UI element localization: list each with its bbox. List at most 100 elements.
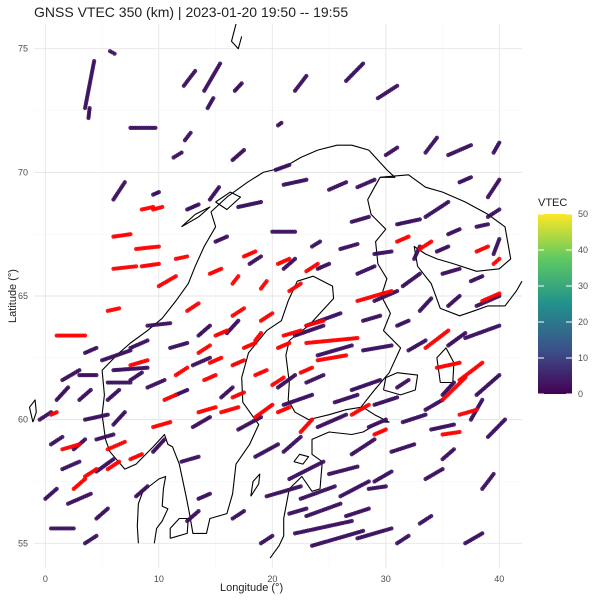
vtec-point bbox=[145, 358, 150, 363]
vtec-point bbox=[309, 417, 315, 422]
vtec-point bbox=[429, 296, 434, 301]
vtec-point bbox=[355, 241, 360, 247]
vtec-point bbox=[389, 469, 394, 474]
vtec-point bbox=[412, 442, 417, 447]
vtec-point bbox=[361, 61, 366, 66]
vtec-point bbox=[173, 392, 178, 398]
vtec-point bbox=[321, 318, 326, 323]
vtec-point bbox=[241, 306, 247, 311]
vtec-point bbox=[497, 140, 502, 145]
vtec-point bbox=[383, 484, 388, 489]
vtec-point bbox=[423, 412, 428, 417]
vtec-point bbox=[145, 338, 150, 343]
coastline bbox=[293, 453, 310, 465]
vtec-point bbox=[463, 375, 468, 380]
vtec-point bbox=[236, 318, 241, 323]
vtec-point bbox=[156, 261, 161, 266]
vtec-point bbox=[145, 484, 150, 489]
vtec-point bbox=[378, 377, 383, 383]
vtec-point bbox=[105, 412, 110, 417]
vtec-point bbox=[372, 437, 377, 442]
vtec-point bbox=[304, 177, 309, 182]
vtec-point bbox=[218, 61, 223, 66]
vtec-point bbox=[185, 254, 190, 259]
vtec-point bbox=[241, 148, 247, 153]
vtec-point bbox=[111, 432, 116, 437]
vtec-point bbox=[287, 256, 292, 262]
vtec-point bbox=[304, 73, 309, 79]
vtec-point bbox=[173, 274, 178, 279]
vtec-point bbox=[196, 509, 201, 514]
vtec-point bbox=[480, 274, 485, 279]
vtec-point bbox=[343, 353, 349, 358]
vtec-point bbox=[429, 239, 434, 244]
coastline bbox=[181, 206, 211, 228]
vtec-point bbox=[451, 447, 457, 452]
vtec-point bbox=[207, 343, 213, 348]
vtec-point bbox=[185, 365, 190, 370]
vtec-point bbox=[389, 526, 394, 531]
vtec-point bbox=[389, 288, 394, 294]
vtec-point bbox=[111, 457, 116, 462]
vtec-point bbox=[82, 476, 88, 482]
vtec-point bbox=[270, 311, 275, 316]
vtec-point bbox=[468, 175, 474, 180]
vtec-point bbox=[65, 385, 71, 390]
vtec-point bbox=[54, 486, 59, 491]
vtec-point bbox=[168, 420, 173, 425]
vtec-point bbox=[185, 387, 190, 393]
vtec-point bbox=[304, 506, 309, 511]
vtec-point bbox=[406, 533, 411, 538]
vtec-point bbox=[497, 237, 502, 242]
vtec-point bbox=[219, 355, 224, 360]
vtec-point bbox=[457, 360, 462, 365]
coastline bbox=[269, 518, 285, 559]
coastline bbox=[380, 174, 523, 317]
vtec-point bbox=[258, 330, 264, 336]
x-tick-label: 10 bbox=[154, 574, 164, 584]
vtec-point bbox=[395, 288, 400, 294]
vtec-point bbox=[446, 328, 451, 333]
vtec-point bbox=[446, 199, 451, 205]
vtec-point bbox=[264, 279, 269, 284]
vtec-point bbox=[372, 177, 377, 182]
vtec-point bbox=[264, 368, 269, 373]
vtec-point bbox=[105, 506, 110, 511]
coastline bbox=[230, 23, 243, 50]
coastline bbox=[101, 144, 402, 534]
vtec-point bbox=[128, 380, 133, 385]
vtec-point bbox=[434, 135, 439, 140]
vtec-point bbox=[417, 271, 422, 276]
vtec-point bbox=[162, 377, 167, 383]
vtec-point bbox=[497, 177, 502, 182]
vtec-point bbox=[468, 143, 474, 148]
vtec-point bbox=[502, 417, 508, 422]
vtec-point bbox=[292, 373, 298, 378]
x-tick-label: 20 bbox=[267, 574, 277, 584]
vtec-point bbox=[480, 531, 485, 536]
vtec-point bbox=[241, 509, 247, 514]
vtec-point bbox=[188, 130, 193, 135]
vtec-point bbox=[349, 343, 354, 348]
vtec-point bbox=[355, 335, 360, 341]
vtec-point bbox=[326, 261, 332, 266]
vtec-point bbox=[485, 222, 491, 227]
vtec-point bbox=[321, 323, 326, 328]
vtec-point bbox=[71, 526, 76, 531]
vtec-point bbox=[92, 58, 97, 64]
vtec-point bbox=[207, 355, 213, 360]
vtec-point bbox=[211, 96, 216, 101]
colorbar-tick-label: 0 bbox=[578, 389, 583, 399]
vtec-point bbox=[383, 427, 388, 432]
vtec-point bbox=[451, 422, 457, 427]
vtec-point bbox=[372, 264, 377, 269]
vtec-point bbox=[292, 229, 298, 234]
vtec-point bbox=[457, 227, 462, 232]
vtec-point bbox=[406, 234, 411, 239]
vtec-point bbox=[153, 125, 158, 130]
vtec-point bbox=[213, 405, 218, 410]
vtec-point bbox=[213, 373, 218, 378]
vtec-point bbox=[298, 328, 303, 333]
colorbar-tick-label: 30 bbox=[578, 281, 588, 291]
